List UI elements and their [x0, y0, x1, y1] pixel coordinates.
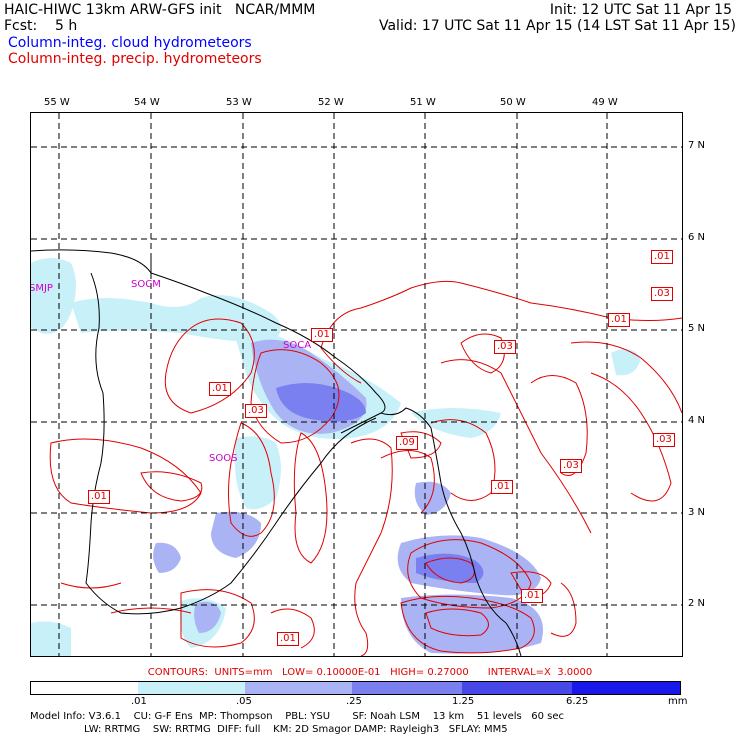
- lat-label: 3 N: [688, 507, 706, 518]
- lon-label: 52 W: [318, 97, 344, 108]
- lon-label: 53 W: [226, 97, 252, 108]
- color-bin: [31, 682, 138, 694]
- coastline-borders: [31, 249, 522, 656]
- contour-label: .09: [396, 436, 418, 450]
- cloud-shading: [31, 258, 641, 656]
- contour-label: .03: [651, 287, 673, 301]
- lon-label: 51 W: [410, 97, 436, 108]
- lat-label: 5 N: [688, 323, 706, 334]
- title-line-1: HAIC-HIWC 13km ARW-GFS init NCAR/MMM: [4, 2, 316, 18]
- lat-lon-grid: [31, 113, 682, 656]
- contour-label: .03: [494, 340, 516, 354]
- contour-label: .01: [491, 480, 513, 494]
- lon-label: 54 W: [134, 97, 160, 108]
- contour-label: .01: [608, 313, 630, 327]
- lon-label: 50 W: [500, 97, 526, 108]
- model-info-line-2: LW: RRTMG SW: RRTMG DIFF: full KM: 2D Sm…: [30, 724, 508, 735]
- contour-label: .01: [88, 490, 110, 504]
- contour-label: .03: [653, 433, 675, 447]
- station-label: SOCA: [283, 340, 312, 351]
- valid-time: Valid: 17 UTC Sat 11 Apr 15 (14 LST Sat …: [378, 18, 736, 34]
- legend-cloud: Column-integ. cloud hydrometeors: [8, 35, 252, 51]
- color-bin: [572, 682, 680, 694]
- contour-label: .01: [651, 250, 673, 264]
- legend-precip: Column-integ. precip. hydrometeors: [8, 51, 262, 67]
- map-canvas: [31, 113, 682, 656]
- colorbar-label: .25: [346, 696, 362, 707]
- colorbar-unit: mm: [668, 696, 688, 707]
- color-bin: [245, 682, 352, 694]
- color-bin: [352, 682, 462, 694]
- color-bin: [462, 682, 572, 694]
- contour-label: .01: [311, 328, 333, 342]
- map-panel: SMJP SOCM SOCA SOOS .01 .03 .01 .03 .01 …: [30, 112, 683, 657]
- station-label: SOOS: [209, 453, 238, 464]
- contour-label: .01: [277, 632, 299, 646]
- lat-label: 7 N: [688, 140, 706, 151]
- forecast-hour: Fcst: 5 h: [4, 18, 78, 34]
- color-scale-bar: [30, 681, 681, 695]
- contour-label: .03: [245, 404, 267, 418]
- colorbar-label: .01: [131, 696, 147, 707]
- lat-label: 2 N: [688, 598, 706, 609]
- contour-info: CONTOURS: UNITS=mm LOW= 0.10000E-01 HIGH…: [147, 667, 593, 678]
- colorbar-label: .05: [236, 696, 252, 707]
- colorbar-label: 6.25: [566, 696, 589, 707]
- contour-label: .03: [560, 459, 582, 473]
- station-label: SMJP: [30, 283, 53, 294]
- precip-contours: [49, 280, 682, 656]
- model-info-line-1: Model Info: V3.6.1 CU: G-F Ens MP: Thomp…: [30, 711, 565, 722]
- contour-label: .01: [209, 382, 231, 396]
- lon-label: 55 W: [44, 97, 70, 108]
- init-time: Init: 12 UTC Sat 11 Apr 15: [549, 2, 732, 18]
- colorbar-label: 1.25: [452, 696, 475, 707]
- contour-label: .01: [521, 589, 543, 603]
- station-label: SOCM: [131, 279, 161, 290]
- lon-label: 49 W: [592, 97, 618, 108]
- color-bin: [138, 682, 245, 694]
- lat-label: 6 N: [688, 232, 706, 243]
- lat-label: 4 N: [688, 415, 706, 426]
